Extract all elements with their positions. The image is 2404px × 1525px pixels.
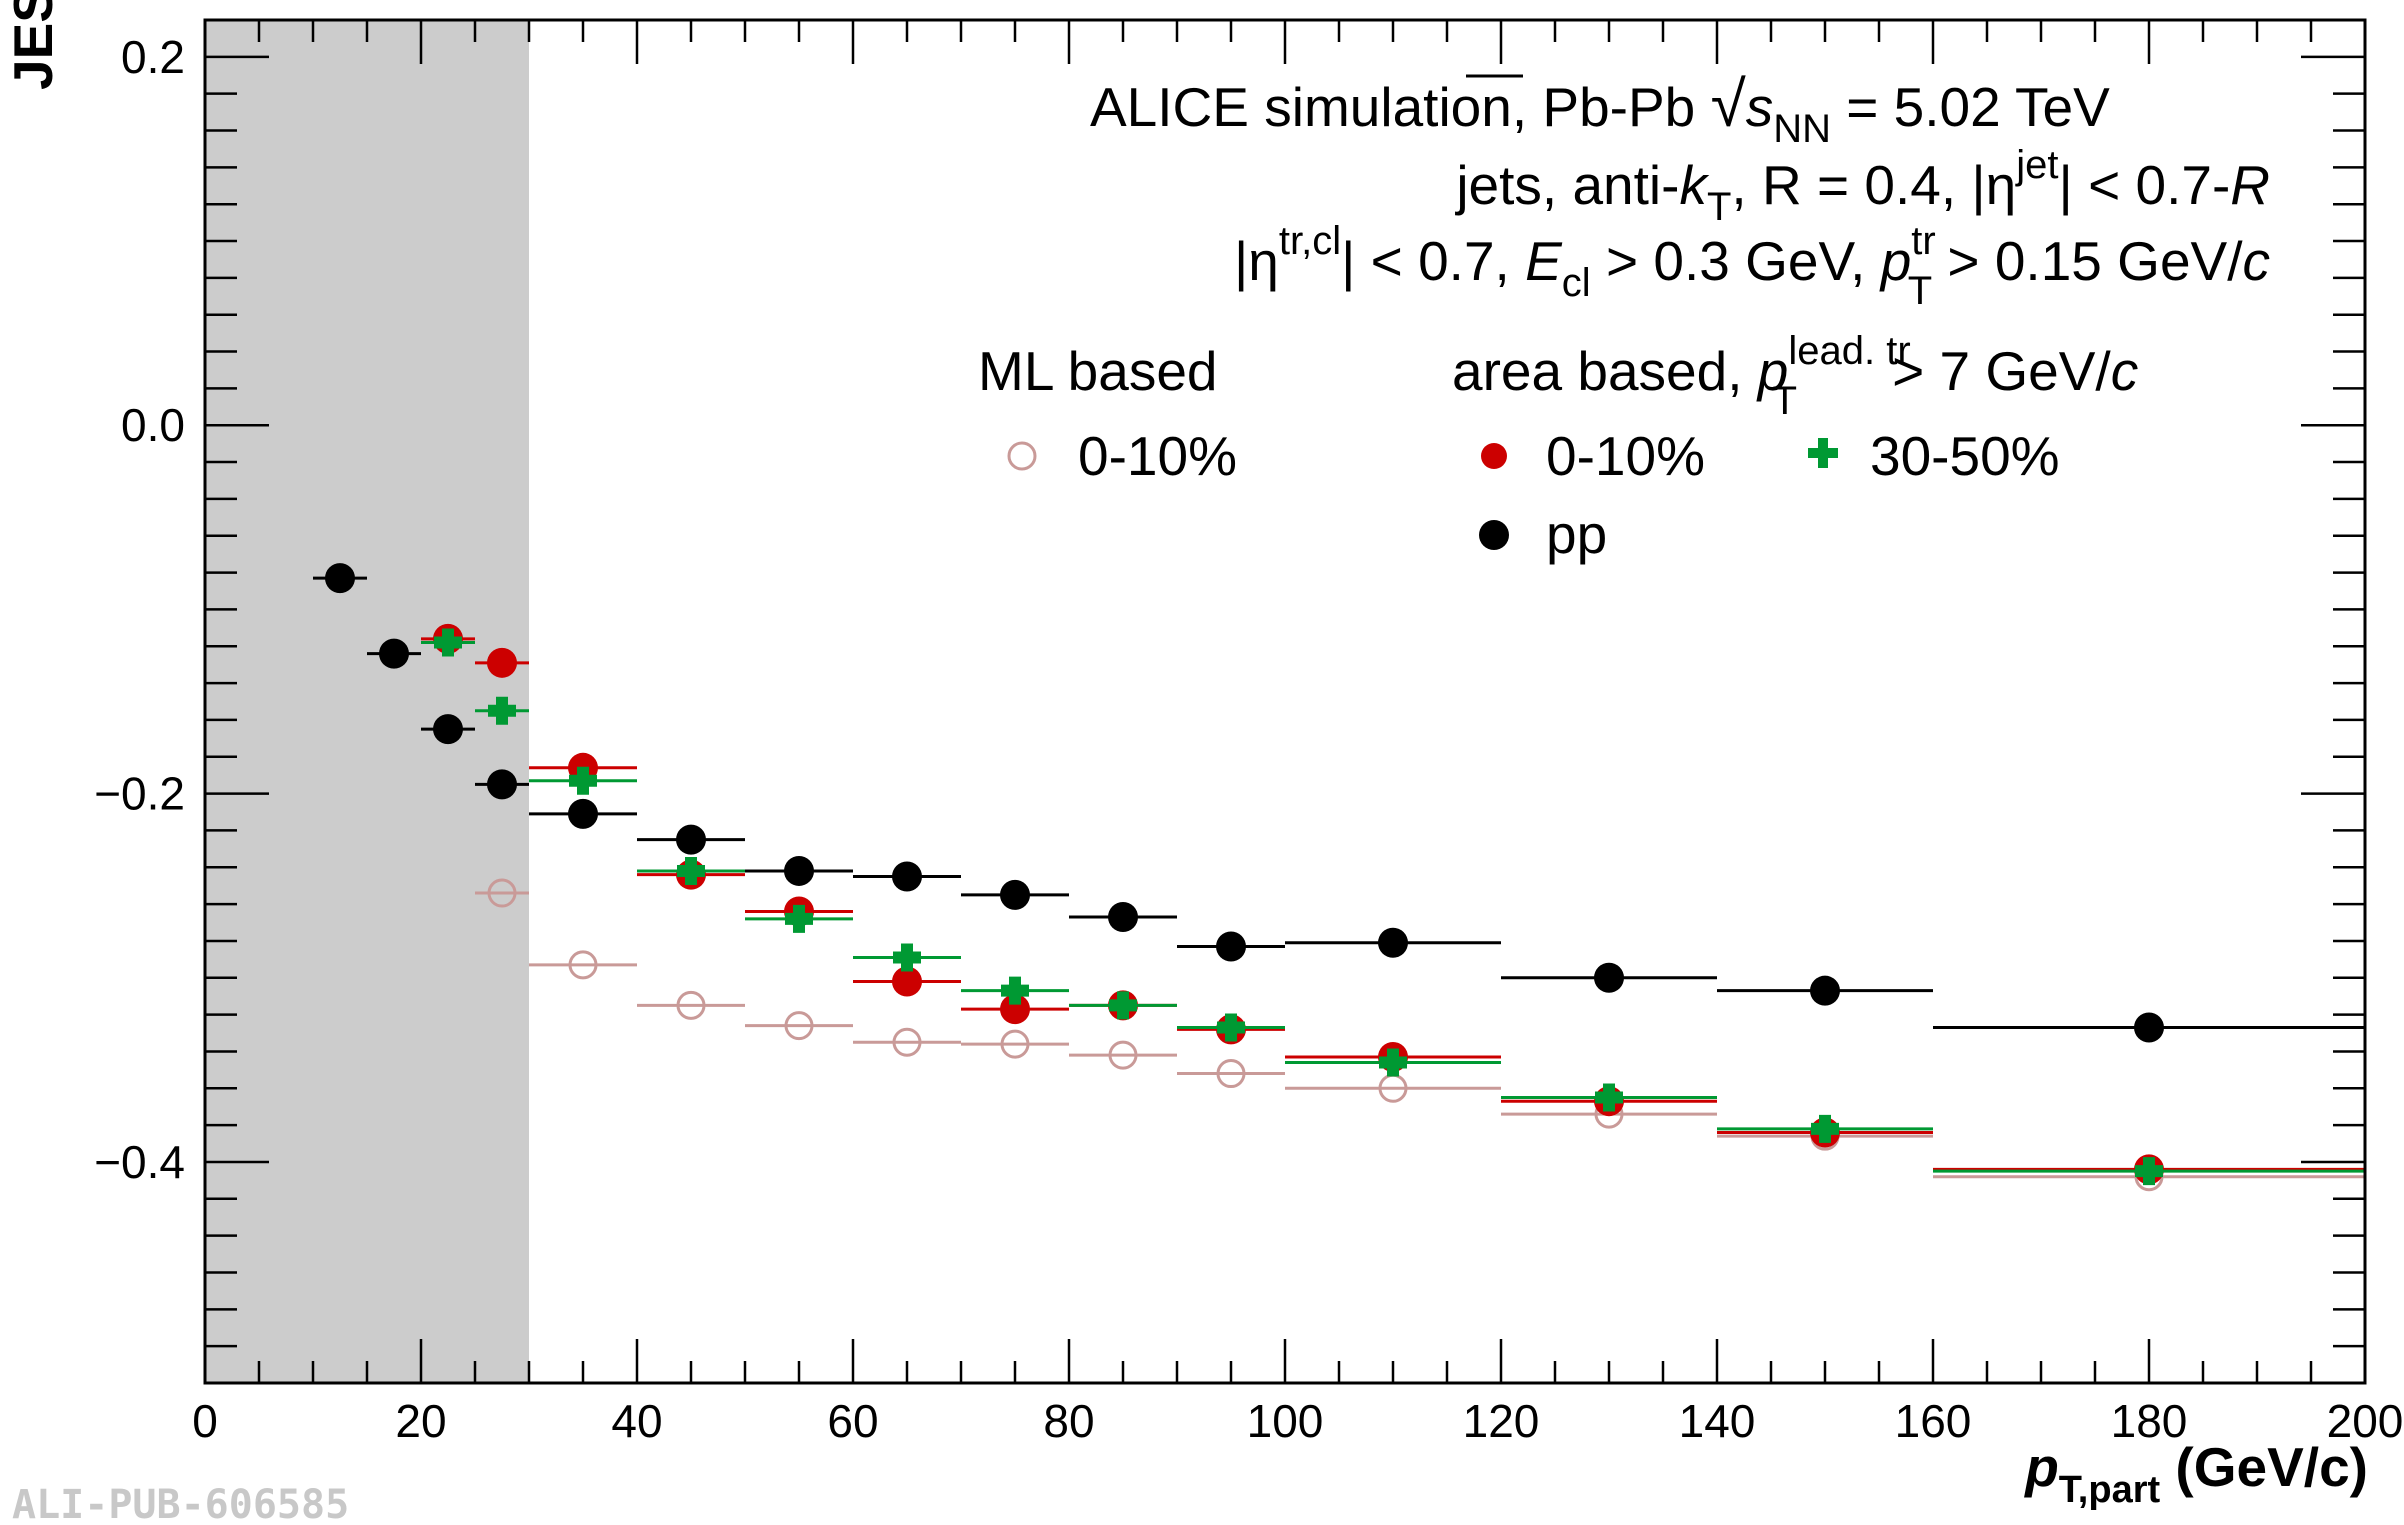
y-tick-label: 0.0 bbox=[121, 399, 185, 451]
publication-id: ALI-PUB-606585 bbox=[12, 1482, 349, 1525]
data-point bbox=[676, 824, 706, 855]
x-tick-label: 180 bbox=[2111, 1395, 2188, 1447]
data-point bbox=[1216, 931, 1246, 962]
data-point bbox=[892, 861, 922, 892]
info-line-3: |ηtr,cl| < 0.7, Ecl > 0.3 GeV, ptr T > 0.… bbox=[1234, 219, 2270, 313]
legend-marker-pp bbox=[1479, 520, 1509, 550]
y-tick-label: −0.4 bbox=[94, 1136, 185, 1188]
info-line-2: jets, anti-kT, R = 0.4, |ηjet| < 0.7-R bbox=[1454, 143, 2270, 229]
data-point bbox=[487, 769, 517, 800]
axis-tick-labels: 0 20 40 60 80 100 120 140 160 180 200 0.2 0.0 −0.2 −0.… bbox=[94, 31, 2403, 1447]
legend-label-ml-0-10: 0-10% bbox=[1078, 425, 1237, 487]
x-tick-label: 40 bbox=[611, 1395, 662, 1447]
legend-label-30-50: 30-50% bbox=[1870, 425, 2060, 487]
data-point bbox=[568, 798, 598, 829]
data-point bbox=[1108, 1040, 1138, 1070]
data-point bbox=[1216, 1059, 1246, 1089]
x-tick-label: 20 bbox=[395, 1395, 446, 1447]
info-text-block: ALICE simulation, Pb-Pb √sNN = 5.02 TeV … bbox=[1090, 68, 2270, 313]
data-point bbox=[676, 990, 706, 1020]
x-tick-label: 160 bbox=[1895, 1395, 1972, 1447]
x-axis-title-sub: T,part bbox=[2059, 1469, 2161, 1511]
data-point bbox=[2134, 1012, 2164, 1043]
data-point bbox=[434, 628, 462, 657]
x-tick-label: 100 bbox=[1247, 1395, 1324, 1447]
data-point bbox=[784, 855, 814, 886]
excluded-region-shading bbox=[205, 20, 529, 1383]
data-point bbox=[487, 647, 517, 678]
data-point bbox=[1811, 1114, 1839, 1143]
data-point bbox=[677, 856, 705, 885]
data-point bbox=[1595, 1083, 1623, 1112]
data-point bbox=[892, 966, 922, 997]
data-point bbox=[1378, 927, 1408, 958]
legend: ML based area based, plead. tr T > 7 GeV/c… bbox=[978, 329, 2138, 565]
data-point bbox=[1001, 976, 1029, 1005]
y-tick-label: 0.2 bbox=[121, 31, 185, 83]
data-point bbox=[1108, 902, 1138, 933]
data-point bbox=[1000, 879, 1030, 910]
series-3 bbox=[313, 563, 2365, 1043]
data-point bbox=[1000, 994, 1030, 1025]
x-tick-label: 80 bbox=[1043, 1395, 1094, 1447]
x-axis-title-main: p bbox=[2023, 1436, 2059, 1498]
legend-marker-ml-0-10 bbox=[1007, 441, 1037, 471]
legend-label-pp: pp bbox=[1546, 503, 1607, 565]
data-point bbox=[1810, 975, 1840, 1006]
y-axis-title: JES bbox=[2, 0, 64, 90]
data-point bbox=[893, 943, 921, 972]
data-point bbox=[1379, 1048, 1407, 1077]
data-point bbox=[2135, 1157, 2163, 1186]
series-2 bbox=[421, 628, 2365, 1186]
data-point bbox=[1217, 1013, 1245, 1042]
legend-header-area: area based, plead. tr T > 7 GeV/c bbox=[1452, 329, 2138, 423]
legend-header-ml: ML based bbox=[978, 340, 1218, 402]
data-point bbox=[892, 1027, 922, 1057]
data-point bbox=[325, 563, 355, 594]
legend-label-area-0-10: 0-10% bbox=[1546, 425, 1705, 487]
x-tick-label: 60 bbox=[827, 1395, 878, 1447]
x-tick-label: 0 bbox=[192, 1395, 218, 1447]
data-point bbox=[1109, 991, 1137, 1020]
x-tick-label: 200 bbox=[2327, 1395, 2404, 1447]
y-tick-label: −0.2 bbox=[94, 768, 185, 820]
data-point bbox=[784, 1011, 814, 1041]
data-point bbox=[433, 714, 463, 745]
data-points bbox=[313, 563, 2365, 1192]
data-point bbox=[1594, 962, 1624, 993]
x-tick-label: 140 bbox=[1679, 1395, 1756, 1447]
series-0 bbox=[475, 878, 2365, 1192]
data-point bbox=[568, 950, 598, 980]
axis-ticks bbox=[203, 18, 2367, 1385]
data-point bbox=[379, 638, 409, 669]
info-line-1: ALICE simulation, Pb-Pb √sNN = 5.02 TeV bbox=[1090, 68, 2110, 151]
legend-marker-30-50 bbox=[1808, 438, 1838, 468]
data-point bbox=[569, 766, 597, 795]
x-tick-label: 120 bbox=[1463, 1395, 1540, 1447]
x-axis-title-unit: (GeV/c) bbox=[2160, 1436, 2368, 1498]
legend-marker-area-0-10 bbox=[1481, 443, 1507, 469]
x-axis-title: pT,part (GeV/c) bbox=[2023, 1436, 2368, 1511]
data-point bbox=[487, 878, 517, 908]
data-point bbox=[488, 696, 516, 725]
data-point bbox=[1000, 1029, 1030, 1059]
data-point bbox=[785, 904, 813, 933]
plot-frame bbox=[203, 18, 2367, 1385]
